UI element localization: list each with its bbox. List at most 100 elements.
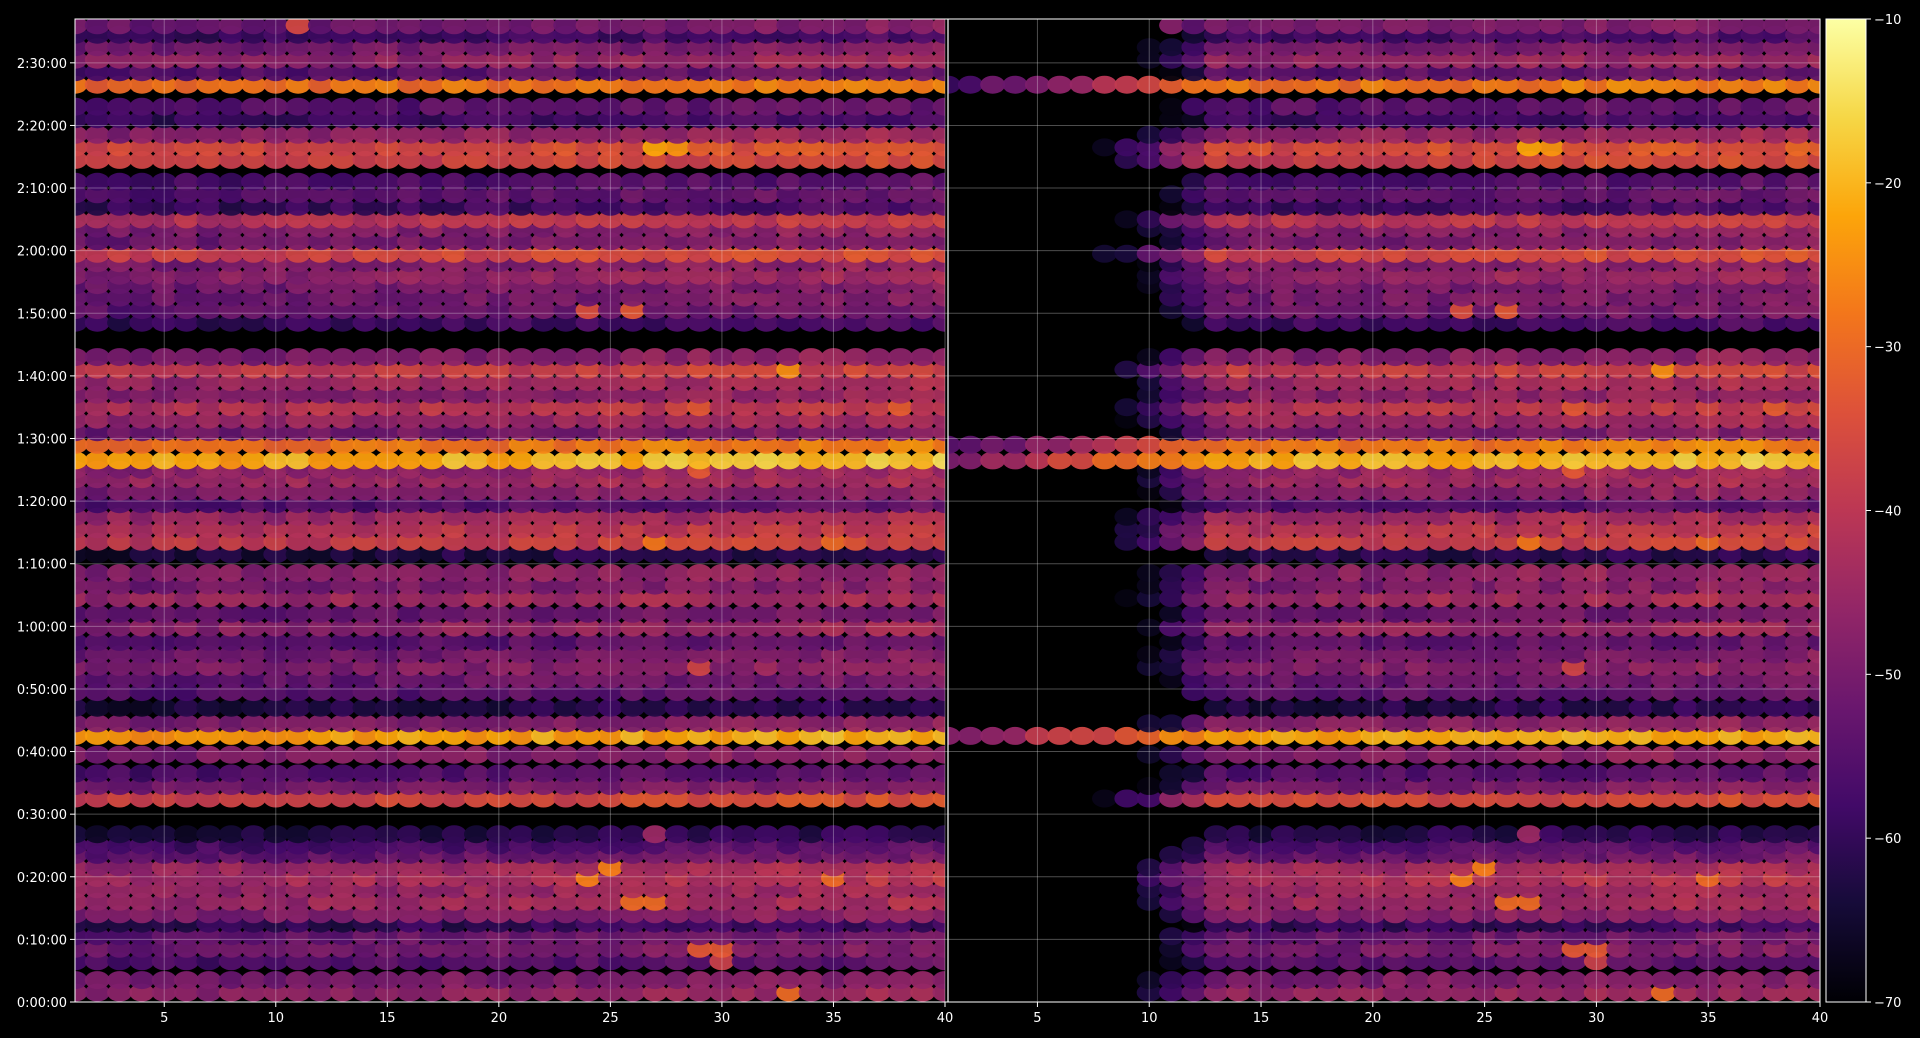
heatmap-cell — [1718, 451, 1744, 470]
heatmap-cell — [196, 360, 222, 379]
heatmap-cell — [776, 482, 802, 501]
heatmap-cell — [1360, 545, 1386, 564]
heatmap-cell — [709, 451, 735, 470]
heatmap-cell — [151, 670, 177, 689]
heatmap-cell — [1338, 658, 1363, 676]
heatmap-cell — [151, 38, 177, 57]
heatmap-cell — [531, 125, 556, 144]
heatmap-cell — [1181, 971, 1207, 990]
heatmap-cell — [196, 952, 222, 971]
heatmap-cell — [1628, 398, 1654, 417]
heatmap-cell — [1203, 423, 1229, 442]
heatmap-cell — [1360, 658, 1386, 676]
heatmap-cell — [754, 777, 779, 795]
heatmap-cell — [1673, 745, 1699, 764]
heatmap-cell — [1315, 589, 1341, 608]
heatmap-cell — [174, 892, 199, 911]
heatmap-cell — [642, 905, 668, 924]
heatmap-cell — [687, 138, 713, 157]
heatmap-cell — [932, 19, 945, 35]
heatmap-cell — [174, 97, 199, 116]
heatmap-cell — [1628, 313, 1654, 332]
heatmap-cell — [1583, 532, 1609, 551]
heatmap-cell — [1226, 210, 1252, 229]
heatmap-cell — [1248, 645, 1274, 664]
heatmap-cell — [865, 138, 891, 157]
heatmap-cell — [464, 288, 489, 307]
heatmap-cell — [1203, 451, 1229, 470]
heatmap-cell — [776, 698, 802, 717]
heatmap-cell — [263, 150, 289, 169]
heatmap-cell — [1807, 825, 1820, 844]
heatmap-cell — [174, 905, 199, 924]
heatmap-cell — [887, 288, 913, 307]
heatmap-cell — [620, 714, 646, 733]
heatmap-cell — [709, 150, 735, 169]
heatmap-cell — [107, 398, 133, 417]
heatmap-cell — [1628, 507, 1654, 526]
heatmap-cell — [218, 545, 244, 564]
heatmap-cell — [1651, 905, 1676, 924]
heatmap-cell — [1382, 604, 1408, 623]
heatmap-cell — [1539, 971, 1565, 990]
heatmap-cell — [1762, 313, 1788, 332]
heatmap-cell — [1494, 698, 1520, 717]
heatmap-cell — [1315, 745, 1341, 764]
heatmap-cell — [575, 360, 601, 379]
heatmap-cell — [397, 482, 423, 501]
heatmap-cell — [776, 266, 802, 285]
heatmap-cell — [798, 50, 824, 69]
heatmap-cell — [887, 435, 913, 454]
heatmap-cell — [1606, 301, 1632, 320]
heatmap-cell — [1561, 952, 1587, 971]
heatmap-cell — [1762, 520, 1788, 539]
heatmap-cell — [910, 892, 936, 911]
heatmap-cell — [754, 564, 779, 583]
heatmap-cell — [709, 745, 735, 764]
heatmap-cell — [731, 244, 757, 263]
heatmap-cell — [553, 75, 579, 94]
heatmap-cell — [1494, 927, 1520, 946]
heatmap-cell — [374, 266, 400, 285]
heatmap-cell — [508, 197, 534, 216]
heatmap-cell — [1449, 520, 1475, 539]
heatmap-cell — [1762, 645, 1788, 664]
heatmap-cell — [821, 97, 846, 116]
heatmap-cell — [887, 927, 913, 946]
heatmap-cell — [1203, 764, 1229, 783]
heatmap-cell — [1606, 683, 1632, 702]
heatmap-cell — [531, 545, 556, 564]
heatmap-cell — [464, 75, 489, 94]
heatmap-cell — [1494, 435, 1520, 454]
heatmap-cell — [508, 266, 534, 285]
heatmap-cell — [241, 971, 266, 990]
heatmap-cell — [1382, 545, 1408, 564]
heatmap-cell — [1606, 745, 1632, 764]
heatmap-cell — [263, 138, 289, 157]
heatmap-cell — [1718, 698, 1744, 717]
heatmap-cell — [1360, 495, 1386, 514]
heatmap-cell — [1315, 532, 1341, 551]
heatmap-cell — [1203, 858, 1229, 877]
heatmap-cell — [151, 19, 177, 35]
heatmap-cell — [464, 507, 489, 526]
heatmap-cell — [129, 698, 155, 717]
heatmap-cell — [441, 825, 467, 844]
heatmap-cell — [1673, 576, 1699, 595]
heatmap-cell — [843, 373, 869, 392]
heatmap-cell — [1718, 385, 1744, 404]
heatmap-cell — [865, 645, 891, 664]
heatmap-cell — [464, 726, 489, 745]
heatmap-cell — [441, 38, 467, 57]
heatmap-cell — [553, 858, 579, 877]
heatmap-cell — [84, 410, 110, 429]
heatmap-cell — [709, 313, 735, 332]
heatmap-cell — [1427, 520, 1453, 539]
heatmap-cell — [1203, 670, 1229, 689]
heatmap-cell — [620, 301, 646, 320]
heatmap-cell — [821, 495, 846, 514]
heatmap-cell — [374, 927, 400, 946]
heatmap-cell — [776, 19, 802, 35]
heatmap-cell — [553, 482, 579, 501]
heatmap-cell — [1561, 745, 1587, 764]
